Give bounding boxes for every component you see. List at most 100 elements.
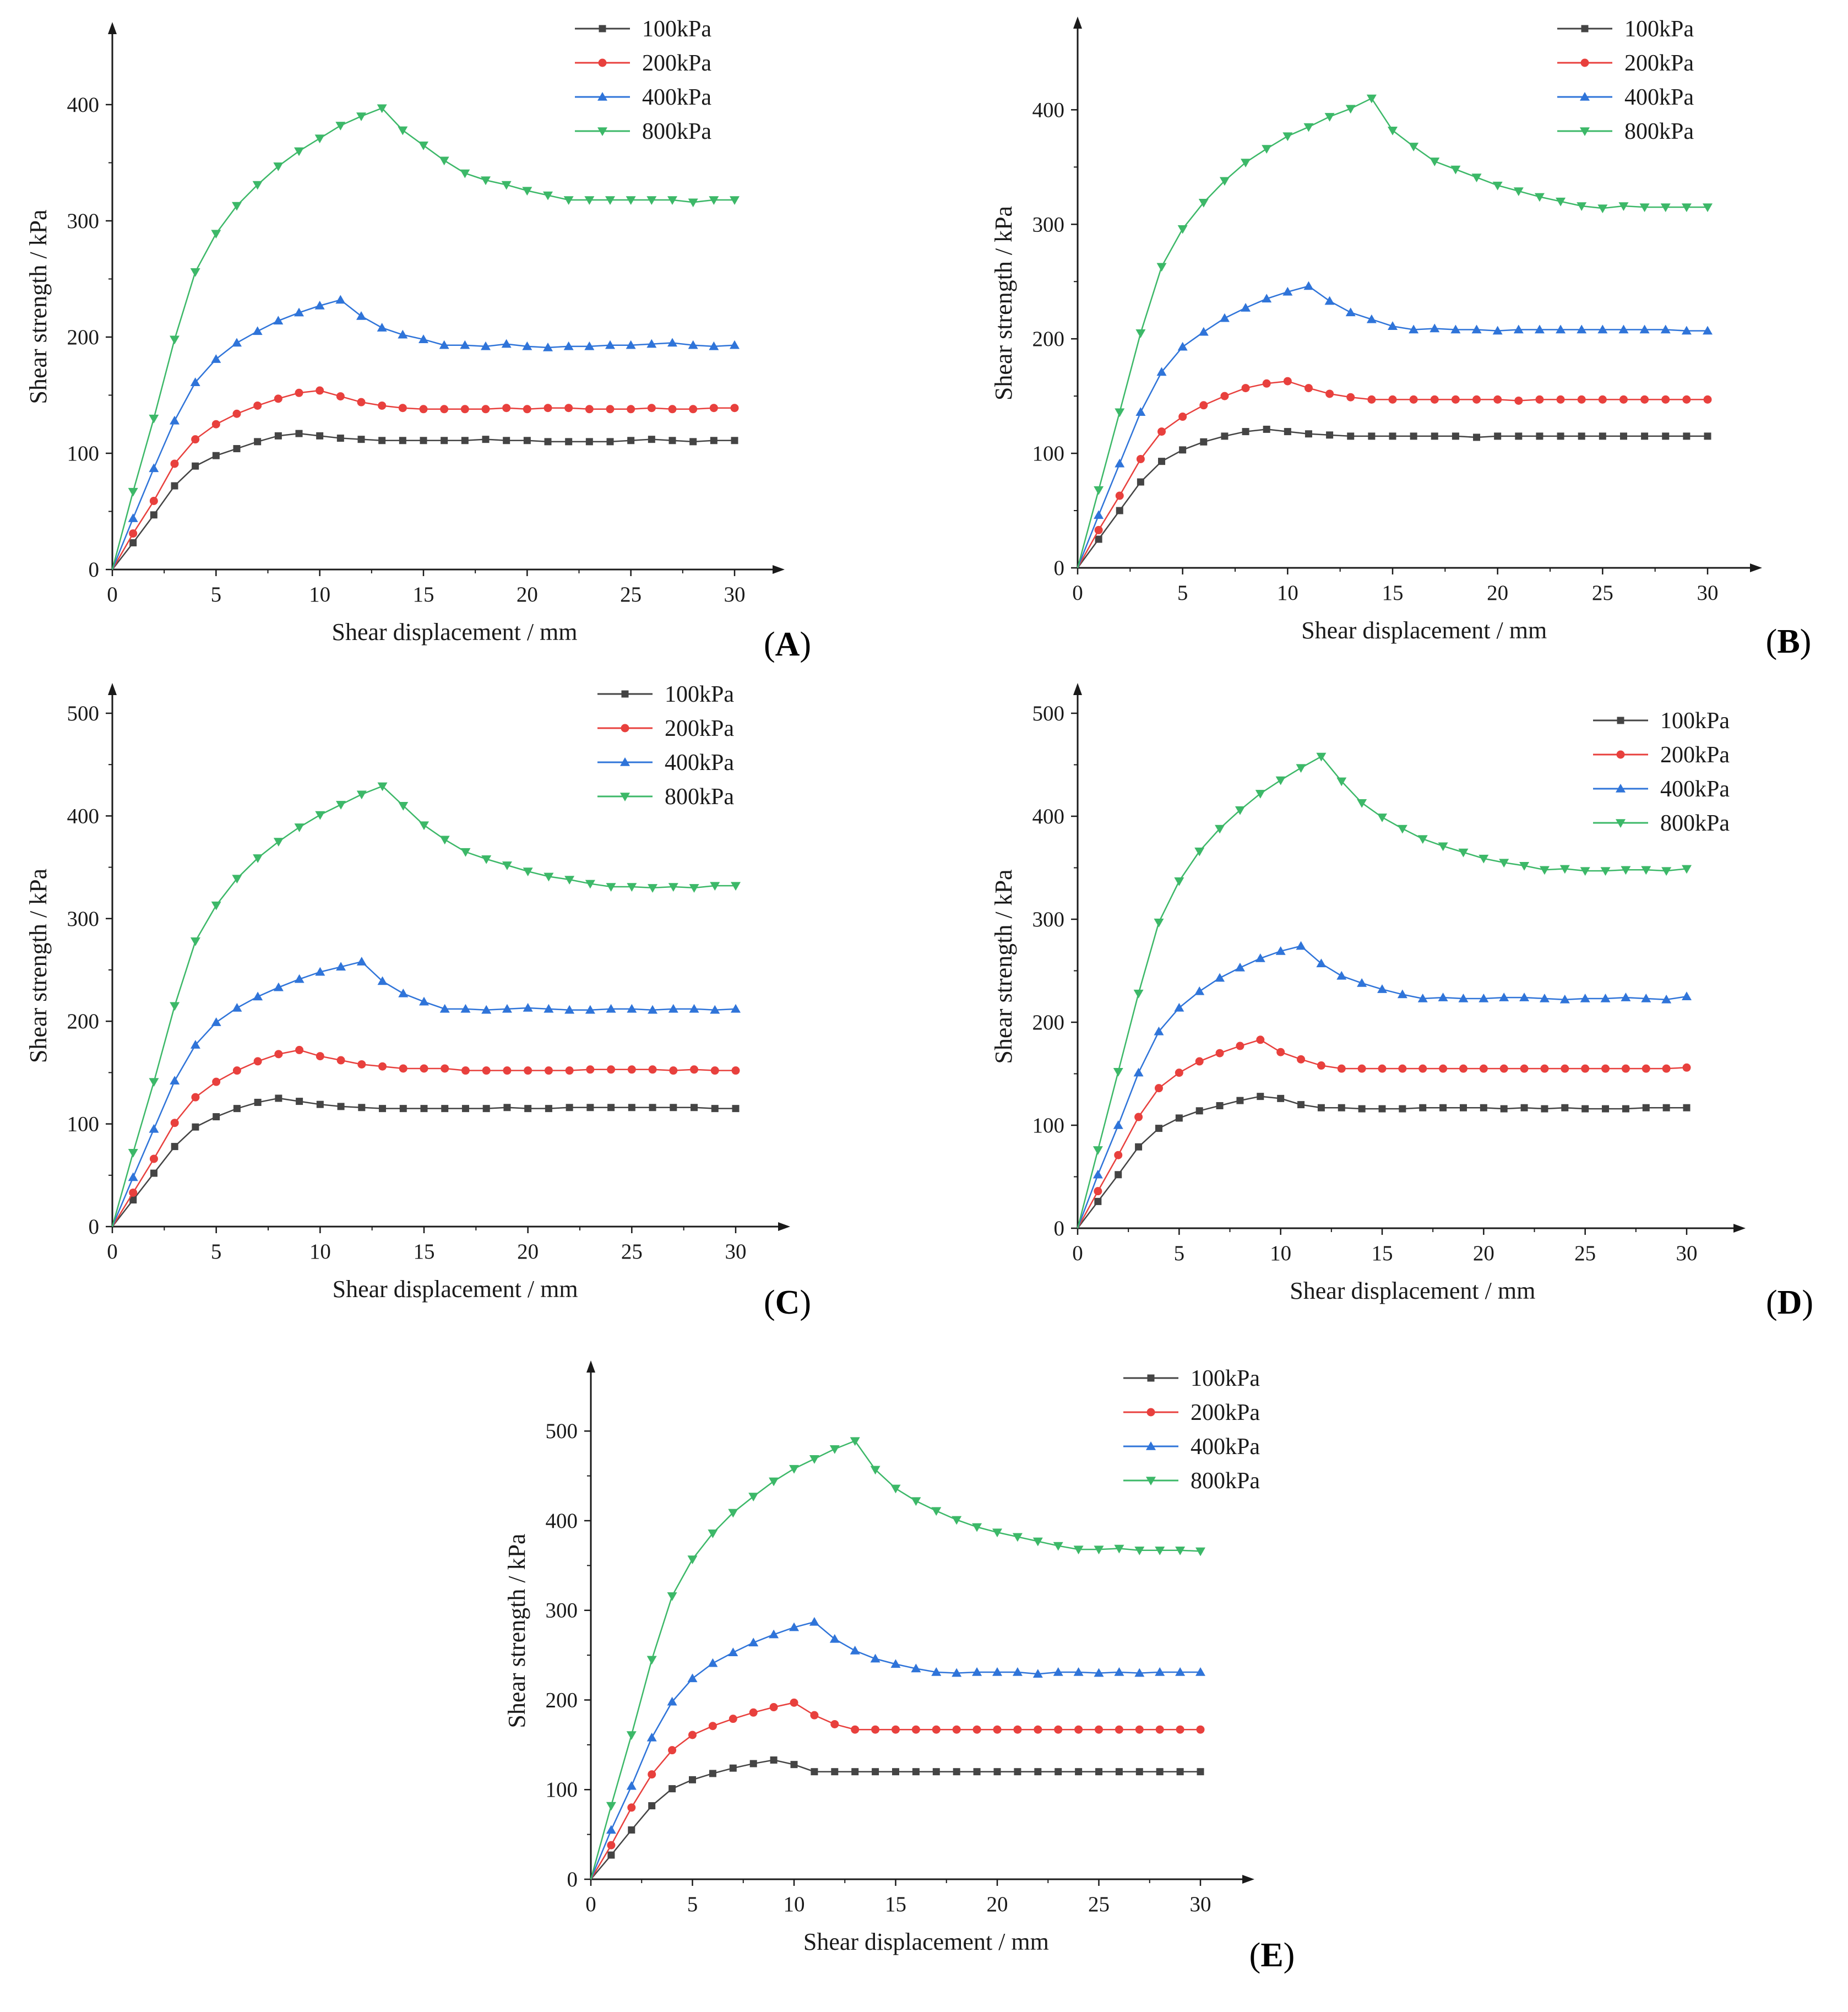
- legend-item: 100kPa: [1123, 1366, 1260, 1391]
- data-point: [709, 404, 718, 413]
- data-point: [606, 405, 615, 414]
- data-point: [1012, 1667, 1023, 1676]
- data-point: [973, 1768, 981, 1776]
- data-point: [728, 1509, 738, 1518]
- data-point: [1296, 764, 1306, 773]
- data-point: [1134, 1113, 1143, 1121]
- data-point: [274, 394, 282, 403]
- data-point: [211, 901, 221, 910]
- series-800kPa: [1077, 752, 1692, 1229]
- data-point: [646, 1732, 657, 1742]
- legend-marker: [1616, 819, 1626, 828]
- data-point: [356, 311, 366, 320]
- legend: 100kPa 200kPa 400kPa 800kPa: [575, 17, 711, 144]
- data-point: [890, 1659, 901, 1668]
- data-point: [1409, 324, 1419, 334]
- data-point: [1500, 1105, 1508, 1113]
- series-line: [1077, 380, 1708, 568]
- x-axis-arrow: [773, 565, 785, 574]
- data-point: [1681, 203, 1692, 213]
- data-point: [1215, 973, 1225, 982]
- data-point: [1095, 535, 1102, 543]
- data-point: [1074, 1725, 1083, 1734]
- data-point: [502, 1004, 512, 1013]
- y-tick-label: 400: [1032, 805, 1065, 828]
- data-point: [1602, 1105, 1610, 1113]
- y-tick-label: 400: [67, 93, 100, 117]
- legend: 100kPa 200kPa 400kPa 800kPa: [597, 682, 734, 810]
- legend-item: 800kPa: [1593, 811, 1730, 836]
- y-tick-label: 0: [567, 1868, 578, 1891]
- data-point: [273, 162, 284, 171]
- data-point: [190, 1040, 200, 1049]
- data-point: [1262, 145, 1272, 154]
- y-tick-label: 100: [546, 1778, 578, 1802]
- data-point: [1305, 430, 1312, 438]
- data-point: [211, 1017, 221, 1026]
- x-axis-title: Shear displacement / mm: [1290, 1277, 1535, 1304]
- data-point: [1639, 324, 1650, 334]
- panel-label: (D): [1766, 1284, 1813, 1321]
- data-point: [1480, 1104, 1487, 1111]
- data-point: [1338, 1104, 1345, 1111]
- data-point: [1262, 294, 1272, 303]
- data-point: [1499, 993, 1509, 1001]
- data-point: [1115, 1171, 1122, 1179]
- data-point: [377, 976, 388, 985]
- data-point: [1513, 187, 1524, 196]
- data-point: [399, 1064, 407, 1073]
- data-point: [1513, 324, 1524, 334]
- data-point: [710, 1066, 719, 1075]
- data-point: [170, 415, 180, 425]
- data-point: [648, 1802, 656, 1810]
- data-point: [1158, 458, 1166, 465]
- data-point: [1681, 326, 1692, 335]
- y-tick-label: 100: [67, 1113, 100, 1136]
- data-point: [871, 1725, 880, 1734]
- data-point: [232, 875, 242, 884]
- data-point: [972, 1523, 982, 1532]
- data-point: [398, 329, 408, 339]
- legend-item: 200kPa: [1557, 51, 1694, 76]
- y-tick-label: 200: [67, 326, 100, 349]
- legend-item: 400kPa: [575, 85, 711, 110]
- legend-item: 100kPa: [1593, 708, 1730, 734]
- data-point: [1242, 428, 1249, 436]
- x-tick-label: 15: [885, 1892, 906, 1916]
- data-point: [972, 1667, 982, 1676]
- data-point: [669, 1066, 678, 1075]
- data-point: [232, 202, 242, 211]
- data-point: [356, 790, 367, 800]
- legend-item: 400kPa: [1593, 777, 1730, 802]
- legend-marker: [597, 127, 607, 136]
- data-point: [315, 967, 325, 976]
- data-point: [1539, 993, 1550, 1002]
- x-tick-label: 10: [309, 583, 330, 606]
- legend-label: 800kPa: [1191, 1468, 1260, 1494]
- legend-item: 200kPa: [1593, 742, 1730, 768]
- y-tick-label: 300: [1032, 908, 1065, 931]
- x-axis-title: Shear displacement / mm: [1301, 617, 1547, 644]
- data-point: [912, 1768, 920, 1776]
- data-point: [689, 884, 699, 893]
- data-point: [1499, 1064, 1508, 1073]
- data-point: [931, 1667, 942, 1676]
- data-point: [1282, 132, 1293, 142]
- data-point: [211, 420, 220, 429]
- data-point: [1409, 143, 1419, 151]
- data-point: [1642, 1064, 1650, 1073]
- data-point: [481, 176, 491, 186]
- data-point: [1492, 181, 1503, 191]
- data-point: [1296, 941, 1306, 950]
- data-point: [1662, 1064, 1671, 1073]
- series-100kPa: [112, 1094, 740, 1227]
- data-point: [1155, 1667, 1165, 1676]
- x-axis-arrow: [1242, 1875, 1254, 1884]
- data-point: [1317, 1104, 1325, 1111]
- data-point: [149, 463, 159, 473]
- data-point: [1367, 395, 1376, 404]
- data-point: [1194, 986, 1205, 995]
- data-point: [1255, 953, 1265, 962]
- data-point: [1276, 1048, 1285, 1056]
- data-point: [461, 1066, 470, 1075]
